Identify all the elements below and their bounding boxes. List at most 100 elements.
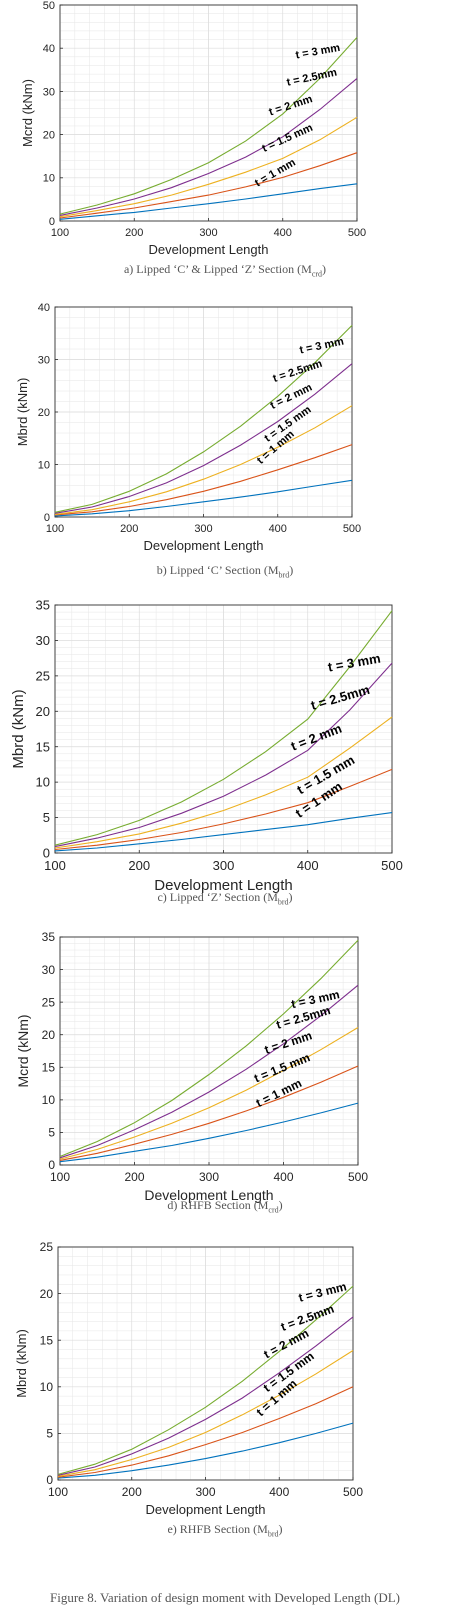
panel-b: 100 200 300 400 500 0 10 20 30 40 Development Leng… — [0, 295, 450, 580]
y-tick-label: 50 — [43, 0, 55, 12]
chart-e: 100 200 300 400 500 0 5 10 15 20 25 Development Len… — [14, 1240, 363, 1517]
caption-b-text: b) Lipped ‘C’ Section (M — [156, 563, 279, 577]
series-line-t-1-mm — [54, 812, 393, 852]
caption-d-suffix: ) — [278, 1198, 283, 1212]
series-line-t-1-5-mm — [59, 1065, 359, 1161]
x-tick-label: 300 — [213, 858, 235, 873]
x-tick-label: 400 — [274, 227, 292, 239]
y-tick-label: 0 — [43, 846, 50, 861]
panel-d: 100 200 300 400 500 0 5 10 15 20 25 30 35 Development… — [0, 925, 450, 1215]
x-tick-label: 200 — [122, 1485, 142, 1499]
series-line-t-1-5-mm — [54, 444, 353, 516]
plot-frame — [59, 936, 359, 1166]
series-line-t-2-mm — [59, 116, 358, 218]
series-line-t-2-mm — [54, 716, 393, 849]
y-tick-label: 40 — [43, 43, 55, 55]
y-axis-label: Mbrd (kNm) — [15, 378, 30, 447]
chart-d: 100 200 300 400 500 0 5 10 15 20 25 30 35 Development… — [15, 930, 368, 1203]
y-tick-label: 30 — [36, 633, 50, 648]
caption-e-suffix: ) — [278, 1522, 283, 1536]
plot-frame — [54, 604, 393, 854]
x-tick-label: 200 — [120, 523, 138, 535]
series-line-t-2-5mm — [54, 363, 353, 514]
x-tick-label: 100 — [51, 227, 69, 239]
chart-a: 100 200 300 400 500 0 10 20 30 40 50 Development Le… — [20, 0, 366, 257]
y-tick-label: 5 — [43, 810, 50, 825]
x-axis-label: Development Length — [144, 538, 264, 553]
y-tick-label: 10 — [42, 1093, 56, 1107]
caption-c-suffix: ) — [288, 890, 293, 904]
caption-c: c) Lipped ‘Z’ Section (Mbrd) — [0, 890, 450, 906]
x-tick-label: 400 — [269, 1485, 289, 1499]
y-tick-label: 10 — [36, 775, 50, 790]
chart-b: 100 200 300 400 500 0 10 20 30 40 Development Leng… — [15, 302, 361, 553]
y-tick-label: 30 — [38, 354, 50, 366]
x-tick-label: 500 — [348, 227, 366, 239]
x-tick-label: 400 — [269, 523, 287, 535]
x-tick-label: 500 — [343, 523, 361, 535]
series-line-t-2-5mm — [57, 1316, 354, 1476]
figure-caption: Figure 8. Variation of design moment wit… — [50, 1590, 400, 1605]
caption-e-text: e) RHFB Section (M — [167, 1522, 268, 1536]
x-tick-label: 500 — [343, 1485, 363, 1499]
y-tick-label: 0 — [46, 1473, 53, 1487]
x-tick-label: 300 — [199, 227, 217, 239]
y-tick-label: 35 — [42, 930, 56, 944]
y-tick-label: 10 — [40, 1380, 54, 1394]
y-tick-label: 15 — [36, 739, 50, 754]
series-line-t-2-5mm — [54, 662, 393, 848]
y-tick-label: 5 — [48, 1126, 55, 1140]
x-axis-label: Development Length — [144, 1187, 273, 1203]
caption-e: e) RHFB Section (Mbrd) — [0, 1522, 450, 1538]
y-tick-label: 40 — [38, 302, 50, 314]
y-tick-label: 20 — [43, 129, 55, 141]
series-line-t-3-mm — [59, 37, 358, 215]
x-tick-label: 200 — [124, 1170, 144, 1184]
y-tick-label: 0 — [48, 1158, 55, 1172]
panel-a: 100 200 300 400 500 0 10 20 30 40 50 Development Le… — [0, 0, 450, 280]
series-line-t-3-mm — [54, 610, 393, 846]
caption-b-sub: brd — [278, 570, 290, 580]
x-tick-label: 300 — [199, 1170, 219, 1184]
series-line-t-1-mm — [57, 1422, 354, 1479]
caption-a-text: a) Lipped ‘C’ & Lipped ‘Z’ Section (M — [123, 262, 312, 276]
series-line-t-1-mm — [54, 479, 353, 517]
y-tick-label: 10 — [38, 459, 50, 471]
x-axis-label: Development Length — [149, 242, 269, 257]
panel-e: 100 200 300 400 500 0 5 10 15 20 25 Development Len… — [0, 1232, 450, 1538]
x-tick-label: 500 — [348, 1170, 368, 1184]
x-axis-label: Development Length — [146, 1502, 266, 1517]
series-line-t-2-mm — [54, 405, 353, 515]
y-tick-label: 0 — [44, 512, 50, 524]
x-tick-label: 400 — [297, 858, 319, 873]
x-tick-label: 300 — [195, 1485, 215, 1499]
caption-c-sub: brd — [277, 897, 289, 907]
x-axis-label: Development Length — [154, 877, 292, 894]
caption-a-suffix: ) — [322, 262, 327, 276]
x-tick-label: 400 — [273, 1170, 293, 1184]
y-tick-label: 25 — [36, 668, 50, 683]
x-tick-label: 100 — [46, 523, 64, 535]
series-line-t-2-mm — [59, 1027, 359, 1160]
y-tick-label: 5 — [46, 1427, 53, 1441]
y-axis-label: Mbrd (kNm) — [14, 1329, 29, 1398]
series-line-t-1-mm — [59, 1102, 359, 1163]
y-tick-label: 15 — [40, 1333, 54, 1347]
chart-c: 100 200 300 400 500 0 5 10 15 20 25 30 35 Development… — [10, 598, 403, 894]
plot-frame — [57, 1246, 354, 1481]
series-line-t-1-5-mm — [57, 1386, 354, 1478]
y-axis-label: Mcrd (kNm) — [20, 79, 35, 147]
plot-frame — [54, 306, 353, 518]
caption-b: b) Lipped ‘C’ Section (Mbrd) — [0, 563, 450, 579]
x-tick-label: 300 — [194, 523, 212, 535]
y-tick-label: 15 — [42, 1060, 56, 1074]
series-line-t-2-mm — [57, 1350, 354, 1477]
y-tick-label: 10 — [43, 173, 55, 185]
y-tick-label: 20 — [36, 704, 50, 719]
y-tick-label: 25 — [42, 995, 56, 1009]
series-line-t-3-mm — [54, 325, 353, 513]
plot-frame — [59, 4, 358, 222]
y-axis-label: Mcrd (kNm) — [15, 1014, 31, 1087]
series-line-t-2-5mm — [59, 77, 358, 216]
series-line-t-1-5-mm — [54, 768, 393, 851]
